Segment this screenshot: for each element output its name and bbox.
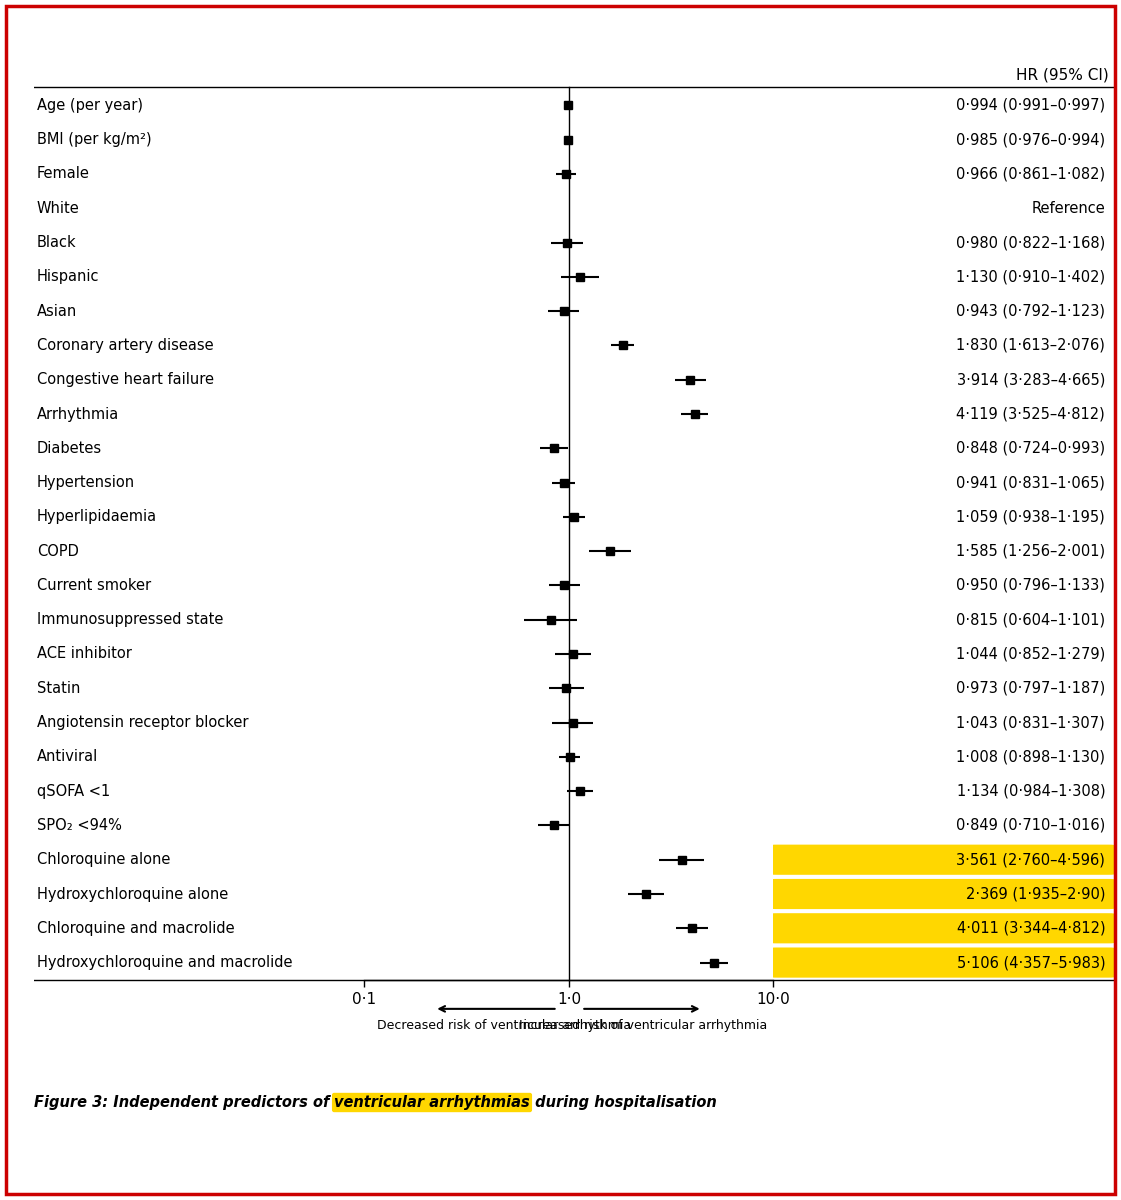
Text: during hospitalisation: during hospitalisation xyxy=(530,1094,716,1110)
Text: 0·980 (0·822–1·168): 0·980 (0·822–1·168) xyxy=(956,235,1105,250)
Text: 1·585 (1·256–2·001): 1·585 (1·256–2·001) xyxy=(956,544,1105,559)
Text: Current smoker: Current smoker xyxy=(37,578,151,593)
Text: Coronary artery disease: Coronary artery disease xyxy=(37,338,214,353)
Text: Antiviral: Antiviral xyxy=(37,749,99,764)
Text: Hypertension: Hypertension xyxy=(37,475,135,490)
Text: COPD: COPD xyxy=(37,544,78,559)
Text: Arrhythmia: Arrhythmia xyxy=(37,407,119,421)
Text: Immunosuppressed state: Immunosuppressed state xyxy=(37,612,223,628)
Text: 1·043 (0·831–1·307): 1·043 (0·831–1·307) xyxy=(956,715,1105,730)
Text: 5·106 (4·357–5·983): 5·106 (4·357–5·983) xyxy=(956,955,1105,970)
Text: Reference: Reference xyxy=(1031,200,1105,216)
Text: 0·985 (0·976–0·994): 0·985 (0·976–0·994) xyxy=(956,132,1105,148)
Text: Increased risk of ventricular arrhythmia: Increased risk of ventricular arrhythmia xyxy=(519,1020,767,1032)
Text: 0·950 (0·796–1·133): 0·950 (0·796–1·133) xyxy=(956,578,1105,593)
Text: 0·848 (0·724–0·993): 0·848 (0·724–0·993) xyxy=(956,440,1105,456)
Text: 1·134 (0·984–1·308): 1·134 (0·984–1·308) xyxy=(956,784,1105,799)
Text: Chloroquine alone: Chloroquine alone xyxy=(37,852,170,868)
Text: 0·994 (0·991–0·997): 0·994 (0·991–0·997) xyxy=(956,98,1105,113)
Text: 4·119 (3·525–4·812): 4·119 (3·525–4·812) xyxy=(956,407,1105,421)
Text: 1·130 (0·910–1·402): 1·130 (0·910–1·402) xyxy=(956,269,1105,284)
Text: 1·044 (0·852–1·279): 1·044 (0·852–1·279) xyxy=(956,647,1105,661)
Text: 1·830 (1·613–2·076): 1·830 (1·613–2·076) xyxy=(956,338,1105,353)
Text: Hyperlipidaemia: Hyperlipidaemia xyxy=(37,509,157,524)
Text: qSOFA <1: qSOFA <1 xyxy=(37,784,110,799)
Text: 3·561 (2·760–4·596): 3·561 (2·760–4·596) xyxy=(956,852,1105,868)
Text: Chloroquine and macrolide: Chloroquine and macrolide xyxy=(37,920,234,936)
Text: 2·369 (1·935–2·90): 2·369 (1·935–2·90) xyxy=(965,887,1105,901)
Text: SPO₂ <94%: SPO₂ <94% xyxy=(37,818,122,833)
FancyBboxPatch shape xyxy=(770,948,1115,978)
Text: Age (per year): Age (per year) xyxy=(37,98,143,113)
FancyBboxPatch shape xyxy=(770,845,1115,875)
Text: 0·943 (0·792–1·123): 0·943 (0·792–1·123) xyxy=(956,304,1105,319)
FancyBboxPatch shape xyxy=(770,913,1115,943)
Text: 0·966 (0·861–1·082): 0·966 (0·861–1·082) xyxy=(956,167,1105,181)
Text: Statin: Statin xyxy=(37,680,81,696)
Text: Female: Female xyxy=(37,167,90,181)
Text: ventricular arrhythmias: ventricular arrhythmias xyxy=(334,1094,530,1110)
Text: BMI (per kg/m²): BMI (per kg/m²) xyxy=(37,132,151,148)
Text: 0·973 (0·797–1·187): 0·973 (0·797–1·187) xyxy=(956,680,1105,696)
Text: Asian: Asian xyxy=(37,304,77,319)
Text: Hispanic: Hispanic xyxy=(37,269,100,284)
Text: 0·815 (0·604–1·101): 0·815 (0·604–1·101) xyxy=(956,612,1105,628)
Text: HR (95% CI): HR (95% CI) xyxy=(1016,67,1109,82)
Text: Black: Black xyxy=(37,235,76,250)
Text: 1·008 (0·898–1·130): 1·008 (0·898–1·130) xyxy=(956,749,1105,764)
Text: White: White xyxy=(37,200,80,216)
Text: 0·849 (0·710–1·016): 0·849 (0·710–1·016) xyxy=(956,818,1105,833)
Text: Figure 3: Independent predictors of: Figure 3: Independent predictors of xyxy=(34,1094,334,1110)
Text: 4·011 (3·344–4·812): 4·011 (3·344–4·812) xyxy=(956,920,1105,936)
FancyBboxPatch shape xyxy=(770,878,1115,910)
Text: 3·914 (3·283–4·665): 3·914 (3·283–4·665) xyxy=(956,372,1105,388)
Text: Diabetes: Diabetes xyxy=(37,440,102,456)
Text: 0·941 (0·831–1·065): 0·941 (0·831–1·065) xyxy=(956,475,1105,490)
Text: Hydroxychloroquine alone: Hydroxychloroquine alone xyxy=(37,887,229,901)
Text: Angiotensin receptor blocker: Angiotensin receptor blocker xyxy=(37,715,249,730)
Text: ACE inhibitor: ACE inhibitor xyxy=(37,647,132,661)
Text: 1·059 (0·938–1·195): 1·059 (0·938–1·195) xyxy=(956,509,1105,524)
Text: Decreased risk of ventricular arrhythmia: Decreased risk of ventricular arrhythmia xyxy=(377,1020,631,1032)
Text: Hydroxychloroquine and macrolide: Hydroxychloroquine and macrolide xyxy=(37,955,293,970)
Text: Congestive heart failure: Congestive heart failure xyxy=(37,372,214,388)
